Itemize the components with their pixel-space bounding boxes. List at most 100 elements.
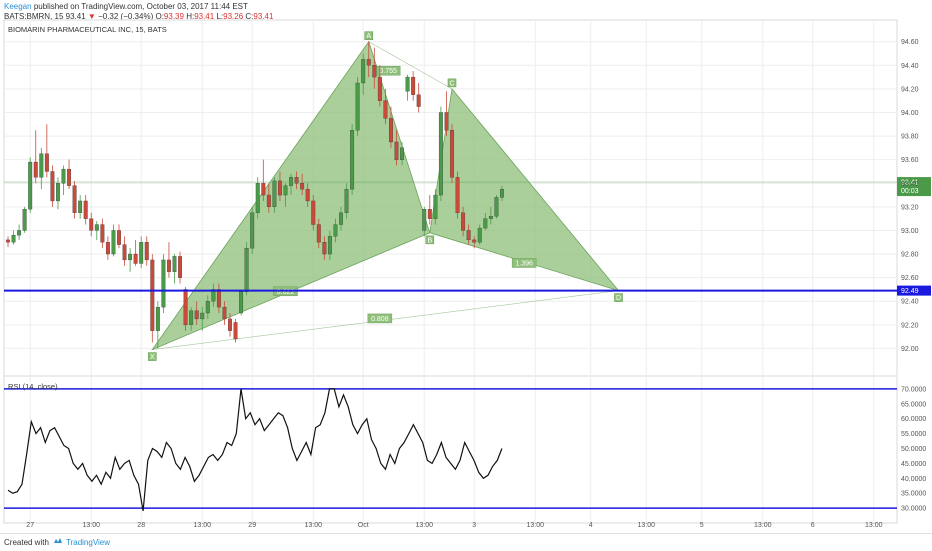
ohlc-low-label: L: (216, 12, 224, 21)
symbol-label[interactable]: BATS:BMRN, 15 (4, 12, 64, 21)
candle-body (472, 239, 477, 243)
candle-body (228, 318, 232, 331)
candle-body (294, 177, 299, 184)
price-tick-label: 93.20 (901, 204, 919, 211)
candle-body (78, 200, 83, 213)
candle-body (105, 242, 110, 255)
candle-body (205, 301, 210, 314)
xab-triangle (151, 40, 431, 351)
price-tick-label: 92.60 (901, 275, 919, 282)
candle-body (283, 185, 288, 196)
candle-body (83, 200, 88, 219)
candle-body (350, 130, 355, 190)
time-tick-label: 13:00 (754, 522, 772, 529)
candle-body (89, 218, 94, 231)
price-tick-label: 92.80 (901, 252, 919, 259)
last-price: 93.41 (65, 12, 86, 21)
price-tick-label: 94.20 (901, 86, 919, 93)
candle-body (305, 189, 310, 202)
candle-body (483, 218, 488, 229)
candle-body (266, 194, 271, 207)
ohlc-high: 93.41 (194, 12, 215, 21)
ohlc-low: 93.26 (223, 12, 244, 21)
pattern-point-label: D (616, 295, 621, 302)
candle-body (361, 59, 366, 84)
candle-body (172, 256, 177, 272)
ac-line (368, 41, 453, 90)
tradingview-brand-link[interactable]: TradingView (66, 538, 111, 547)
time-tick-label: 13:00 (637, 522, 655, 529)
candle-body (499, 189, 504, 198)
candle-body (344, 189, 349, 213)
candle-body (444, 112, 449, 131)
price-tick-label: 92.40 (901, 299, 919, 306)
header-line-1: Keegan published on TradingView.com, Oct… (4, 2, 273, 12)
candle-body (277, 180, 282, 196)
candle-body (194, 310, 199, 320)
pattern-point-box (614, 293, 623, 302)
candle-body (128, 253, 133, 261)
harmonic-pattern: X A B C D 0.755 0.622 1.396 0.808 (148, 31, 623, 361)
candle-body (333, 224, 338, 237)
rsi-series-line (7, 388, 503, 512)
candle-body (39, 153, 44, 178)
candle-body (56, 183, 60, 202)
candle-body (222, 306, 227, 320)
candle-body (466, 230, 471, 241)
candle-body (6, 239, 10, 243)
price-tick-label: 94.40 (901, 63, 919, 70)
candle-body (122, 244, 127, 261)
price-tick-label: 93.80 (901, 134, 919, 141)
time-tick-label: 28 (137, 522, 145, 529)
candle-body (377, 76, 382, 101)
candle-body (388, 118, 393, 143)
time-tick-label: 13:00 (304, 522, 322, 529)
ratio-label: 0.622 (277, 289, 295, 296)
ratio-label-box (367, 313, 393, 324)
pattern-point-box (425, 235, 435, 245)
candle-body (233, 322, 238, 340)
candle-body (311, 200, 316, 225)
candle-body (178, 256, 182, 278)
pattern-point-label: C (449, 80, 454, 87)
time-tick-label: 5 (700, 522, 704, 529)
price-tick-label: 94.60 (901, 39, 919, 46)
time-tick-label: 6 (811, 522, 815, 529)
price-tick-label: 93.60 (901, 157, 919, 164)
candle-body (366, 59, 371, 66)
created-with-label: Created with (4, 538, 49, 547)
candle-body (416, 94, 421, 107)
down-arrow-icon: ▼ (87, 12, 96, 21)
bar-countdown-label: 00:03 (901, 188, 919, 195)
ohlc-close-label: C: (245, 12, 254, 21)
candle-body (183, 289, 188, 325)
main-chart-title: BIOMARIN PHARMACEUTICAL INC, 15, BATS (8, 25, 167, 34)
candle-body (427, 209, 432, 219)
candle-body (316, 224, 321, 243)
author-link[interactable]: Keegan (4, 2, 32, 11)
time-tick-label: 3 (472, 522, 476, 529)
candle-body (383, 100, 388, 119)
candle-body (150, 259, 155, 331)
ohlc-open: 93.39 (163, 12, 184, 21)
candle-body (339, 212, 343, 225)
price-tick-label: 92.20 (901, 322, 919, 329)
header-line-2: BATS:BMRN, 15 93.41 ▼ −0.32 (−0.34%) O:9… (4, 12, 273, 22)
price-tick-label: 93.00 (901, 228, 919, 235)
candle-body (44, 153, 49, 172)
candle-body (161, 259, 166, 308)
candle-body (61, 168, 66, 184)
price-axis: 94.60 94.40 94.20 94.00 93.80 93.60 93.40 93.20… (26, 39, 926, 529)
candle-body (411, 76, 416, 95)
ohlc-high-label: H: (186, 12, 195, 21)
price-tick-label: 92.00 (901, 346, 919, 353)
time-tick-label: 13:00 (865, 522, 883, 529)
candle-body (250, 212, 255, 249)
candle-body (94, 224, 99, 231)
published-text: published on TradingView.com, October 03… (31, 2, 248, 11)
tradingview-logo-icon (54, 538, 62, 543)
candle-body (111, 230, 116, 255)
time-tick-label: 4 (589, 522, 593, 529)
